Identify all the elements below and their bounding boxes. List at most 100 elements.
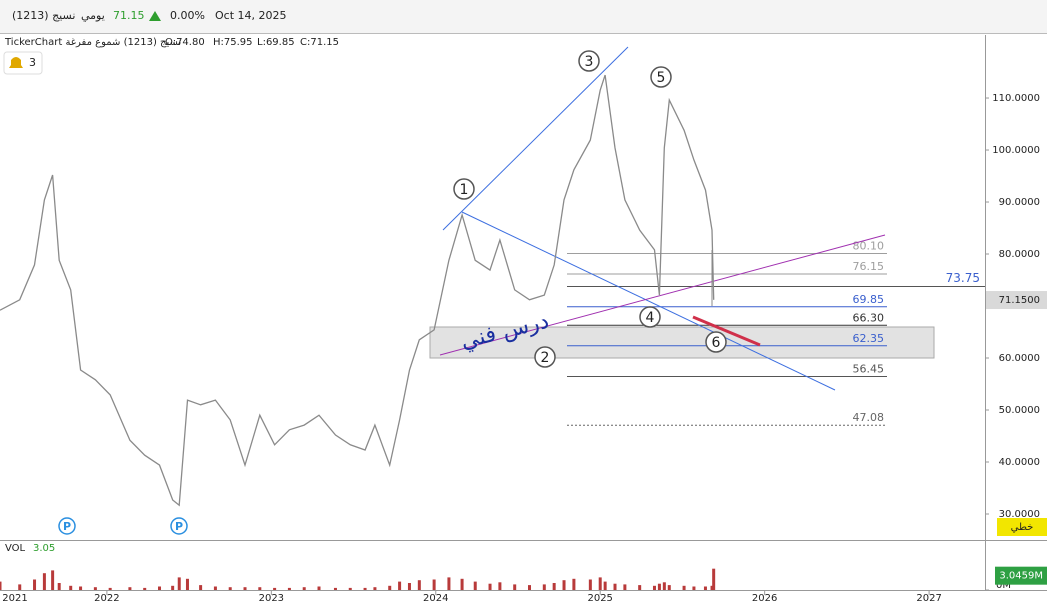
- volume-bar: [93, 587, 97, 590]
- volume-bar: [33, 579, 37, 590]
- volume-bar: [598, 577, 602, 590]
- volume-bar: [712, 568, 716, 590]
- trendline: [461, 211, 836, 391]
- volume-bar: [652, 585, 656, 590]
- volume-bar: [527, 585, 531, 590]
- x-tick-label: 2025: [587, 593, 612, 604]
- volume-bar: [69, 585, 73, 590]
- volume-bar: [128, 587, 132, 590]
- scale-button[interactable]: [997, 518, 1047, 536]
- volume-bar: [348, 587, 352, 590]
- volume-bar: [363, 587, 367, 590]
- wave-circle: [650, 66, 672, 88]
- volume-bar: [473, 581, 477, 590]
- wave-circle: [639, 306, 661, 328]
- volume-bar: [143, 587, 147, 590]
- wave-label: 1: [460, 182, 469, 198]
- volume-bar: [42, 573, 46, 590]
- last-price: 71.15: [113, 9, 145, 22]
- volume-bar: [199, 585, 203, 590]
- volume-bar: [662, 582, 666, 590]
- volume-last: 3.05: [33, 543, 55, 554]
- ohlc-high: H:75.95: [213, 37, 253, 48]
- p-marker: [58, 517, 76, 535]
- wave-label: 4: [646, 310, 655, 326]
- y-tick-label: 50.0000: [999, 405, 1040, 416]
- volume-bar: [302, 587, 306, 590]
- header-bar: [0, 0, 1047, 33]
- x-tick-label: 2021: [2, 593, 27, 604]
- level-label: 69.85: [853, 293, 885, 306]
- legend-text: TickerChart نسيج (1213) شموع مفرغة: [4, 37, 181, 48]
- ohlc-low: L:69.85: [257, 37, 295, 48]
- level-label: 80.10: [853, 239, 885, 252]
- volume-bar: [333, 587, 337, 590]
- level-label: 76.15: [853, 260, 885, 273]
- pivot-label: 73.75: [946, 271, 980, 285]
- volume-bar: [667, 585, 671, 590]
- volume-bar: [692, 586, 696, 590]
- scale-label: خطي: [1011, 522, 1034, 533]
- level-label: 47.08: [853, 411, 885, 424]
- volume-bar: [603, 581, 607, 590]
- wave-circle: [578, 50, 600, 72]
- volume-bar: [108, 587, 112, 590]
- ohlc-close: C:71.15: [300, 37, 339, 48]
- last-price-label: 71.1500: [999, 295, 1040, 306]
- price-axis-bg: [985, 35, 1047, 540]
- y-tick-label: 80.0000: [999, 249, 1040, 260]
- x-tick-label: 2023: [259, 593, 284, 604]
- volume-bar: [398, 581, 402, 590]
- volume-bar: [185, 578, 189, 590]
- volume-bar: [552, 583, 556, 590]
- volume-label: VOL: [5, 543, 26, 554]
- volume-bar: [388, 585, 392, 590]
- volume-bar: [258, 587, 262, 590]
- volume-bar: [373, 587, 377, 590]
- p-marker-label: P: [175, 520, 183, 533]
- zone-box: [429, 326, 935, 359]
- volume-bar: [228, 587, 232, 590]
- last-price-tag: [986, 291, 1047, 310]
- volume-bar: [572, 578, 576, 590]
- trendline: [439, 234, 886, 356]
- volume-bar: [407, 583, 411, 590]
- wave-circle: [534, 346, 556, 368]
- x-tick-label: 2024: [423, 593, 448, 604]
- volume-bar: [18, 584, 22, 590]
- volume-bar: [460, 578, 464, 590]
- y-tick-label: 40.0000: [999, 457, 1040, 468]
- volume-bar: [542, 584, 546, 590]
- volume-bar: [417, 580, 421, 590]
- wave-circle: [705, 331, 727, 353]
- volume-tag-label: 3.0459M: [999, 571, 1043, 582]
- level-label: 66.30: [853, 311, 885, 324]
- volume-bar: [703, 586, 707, 590]
- wave-label: 5: [657, 70, 666, 86]
- volume-bar: [158, 586, 162, 590]
- alerts-count: 3: [29, 56, 36, 69]
- y-tick-label: 60.0000: [999, 353, 1040, 364]
- trendline-highlight: [692, 315, 761, 347]
- volume-bar: [588, 579, 592, 590]
- volume-bar: [171, 585, 175, 590]
- date: Oct 14, 2025: [215, 9, 287, 22]
- volume-bar: [657, 583, 661, 590]
- p-marker: [170, 517, 188, 535]
- volume-bar: [432, 579, 436, 590]
- y-tick-label: 30.0000: [999, 509, 1040, 520]
- volume-bar: [513, 584, 517, 590]
- volume-bar: [213, 586, 217, 590]
- level-label: 62.35: [853, 332, 885, 345]
- volume-bar: [273, 587, 277, 590]
- volume-bar: [562, 580, 566, 590]
- y-tick-label: 90.0000: [999, 197, 1040, 208]
- volume-bar: [613, 583, 617, 590]
- alerts-button[interactable]: [3, 51, 43, 75]
- y-tick-label: 110.0000: [992, 93, 1040, 104]
- volume-bar: [623, 584, 627, 590]
- ohlc-open: O:74.80: [165, 37, 205, 48]
- wave-label: 6: [712, 335, 721, 351]
- wave-circle: [453, 178, 475, 200]
